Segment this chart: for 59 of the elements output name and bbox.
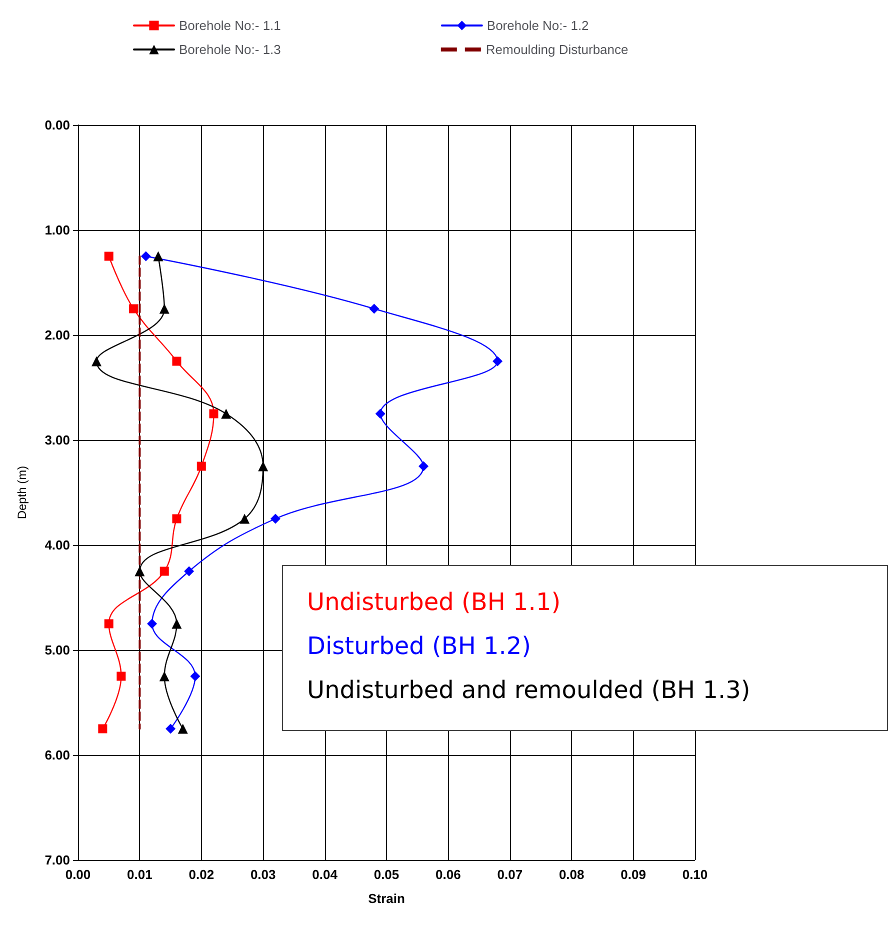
- point: [369, 304, 380, 314]
- x-tick-label: 0.06: [436, 867, 461, 882]
- x-tick-label: 0.07: [497, 867, 523, 882]
- point: [209, 409, 218, 418]
- x-tick-label: 0.08: [558, 867, 584, 882]
- y-tick-label: 1.00: [44, 222, 70, 238]
- point: [104, 619, 114, 628]
- point: [492, 356, 503, 366]
- annotation: Disturbed (BH 1.2): [307, 631, 532, 662]
- point: [166, 724, 176, 734]
- y-tick-label: 3.00: [44, 432, 70, 448]
- legend-label: Borehole No:- 1.3: [179, 42, 281, 57]
- point: [240, 514, 250, 524]
- x-tick-label: 0.03: [250, 867, 276, 882]
- y-tick-label: 7.00: [44, 852, 70, 868]
- y-axis-title: Depth (m): [15, 466, 29, 520]
- legend-label: Borehole No:- 1.1: [179, 18, 281, 33]
- note-box: Undisturbed (BH 1.1) Disturbed (BH 1.2) Undisturbed and remoulded (BH 1.3): [282, 565, 888, 731]
- point: [159, 304, 170, 314]
- point: [418, 461, 429, 472]
- y-tick-label: 4.00: [44, 538, 70, 552]
- x-tick-label: 0.09: [620, 867, 646, 882]
- y-tick-label: 5.00: [44, 642, 70, 658]
- x-tick-label: 0.05: [374, 867, 400, 882]
- point: [140, 251, 151, 262]
- point: [104, 252, 114, 261]
- point: [129, 304, 138, 314]
- point: [153, 251, 164, 262]
- annotation: Undisturbed (BH 1.1): [307, 587, 562, 618]
- x-tick-label: 0.01: [127, 867, 152, 882]
- point: [221, 408, 232, 419]
- y-tick-label: 6.00: [44, 748, 70, 762]
- legend-label: Remoulding Disturbance: [486, 42, 628, 57]
- point: [184, 566, 194, 576]
- point: [190, 671, 200, 682]
- point: [159, 671, 170, 682]
- point: [134, 566, 145, 576]
- x-tick-label: 0.10: [682, 867, 708, 882]
- point: [160, 566, 169, 576]
- legend-label: Borehole No:- 1.2: [486, 18, 589, 33]
- point: [116, 672, 126, 681]
- y-tick-label: 2.00: [44, 328, 70, 342]
- x-axis-title: Strain: [368, 891, 405, 906]
- x-tick-label: 0.04: [312, 867, 338, 882]
- y-tick-label: 0.00: [44, 118, 70, 132]
- point: [98, 724, 108, 734]
- point: [258, 461, 268, 472]
- point: [172, 356, 182, 366]
- point: [147, 618, 158, 629]
- point: [172, 618, 182, 629]
- point: [375, 408, 386, 419]
- point: [92, 356, 102, 366]
- annotation: Undisturbed and remoulded (BH 1.3): [307, 675, 752, 706]
- point: [172, 514, 182, 524]
- point: [178, 724, 188, 734]
- x-tick-label: 0.00: [65, 867, 91, 882]
- x-tick-label: 0.02: [188, 867, 214, 882]
- point: [196, 462, 206, 471]
- point: [270, 514, 280, 524]
